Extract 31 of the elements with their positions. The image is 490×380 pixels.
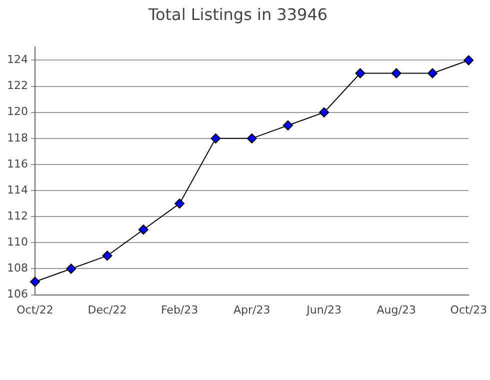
y-tick-label: 122 xyxy=(6,79,28,92)
point xyxy=(355,68,366,78)
point xyxy=(319,107,330,118)
point xyxy=(391,68,402,78)
y-tick-label: 106 xyxy=(6,288,28,301)
x-tick-label: Jun/23 xyxy=(306,303,342,316)
x-tick-label: Feb/23 xyxy=(160,303,198,316)
x-tick-label: Aug/23 xyxy=(376,303,416,316)
point xyxy=(138,224,148,235)
point xyxy=(282,120,293,130)
y-tick-label: 120 xyxy=(6,105,28,118)
y-tick-label: 110 xyxy=(6,236,28,249)
x-tick-label: Apr/23 xyxy=(233,303,270,316)
chart-title: Total Listings in 33946 xyxy=(147,4,328,24)
y-tick-label: 112 xyxy=(6,209,28,222)
point xyxy=(210,133,221,144)
point xyxy=(464,55,474,66)
point xyxy=(102,250,112,261)
y-tick-label: 114 xyxy=(6,183,28,196)
y-tick-label: 118 xyxy=(6,131,28,144)
x-tick-label: Oct/23 xyxy=(450,303,488,316)
point xyxy=(246,133,257,144)
x-tick-label: Oct/22 xyxy=(16,303,54,316)
point xyxy=(174,198,185,209)
y-tick-label: 116 xyxy=(6,157,28,170)
point xyxy=(30,276,40,287)
x-tick-label: Dec/22 xyxy=(88,303,127,316)
y-tick-label: 124 xyxy=(6,53,28,66)
y-tick-label: 108 xyxy=(6,262,28,275)
point xyxy=(66,264,76,274)
point xyxy=(428,68,438,78)
